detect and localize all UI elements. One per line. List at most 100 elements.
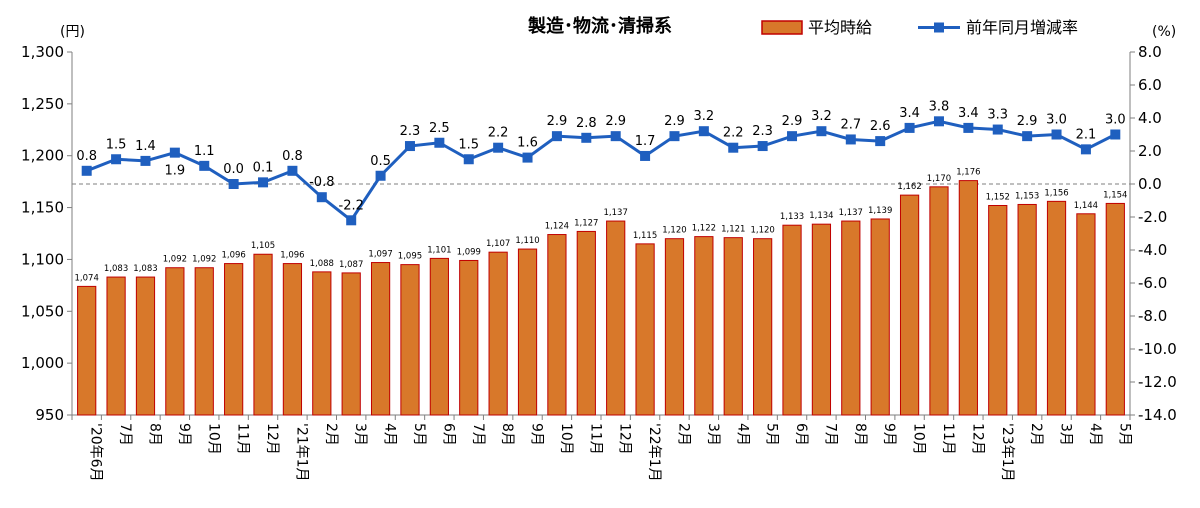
line-value-label: 2.8	[576, 116, 597, 131]
x-tick-label: 10月	[205, 423, 221, 455]
line-value-label: 2.2	[723, 126, 744, 141]
bar-value-label: 1,122	[692, 224, 716, 234]
line-point	[845, 134, 856, 145]
line-point	[933, 116, 944, 127]
bar	[400, 264, 420, 416]
x-tick-label: 2月	[675, 423, 691, 446]
x-tick-label: 3月	[352, 423, 368, 446]
line-point	[904, 122, 915, 133]
bar-value-label: 1,096	[280, 251, 304, 261]
right-tick-label: -6.0	[1138, 274, 1167, 292]
line-value-label: 3.2	[811, 109, 832, 124]
bars	[77, 180, 1125, 416]
bar	[870, 218, 890, 416]
bar-value-label: 1,092	[163, 255, 187, 265]
bar-value-label: 1,101	[427, 245, 451, 255]
line-value-label: 3.0	[1105, 113, 1126, 128]
x-tick-label: '20年6月	[88, 423, 104, 482]
bar	[370, 262, 391, 416]
line-point	[816, 126, 827, 137]
right-tick-label: -2.0	[1138, 208, 1167, 226]
bar-value-label: 1,144	[1074, 201, 1098, 211]
bar-value-label: 1,083	[133, 264, 157, 274]
line-point	[787, 131, 798, 142]
bar-value-label: 1,137	[839, 208, 863, 218]
legend-line-marker	[934, 22, 944, 33]
bar	[782, 224, 802, 416]
bar	[694, 236, 714, 416]
right-tick-label: -4.0	[1138, 241, 1167, 259]
x-tick-label: 4月	[382, 423, 398, 446]
x-tick-label: 2月	[1028, 423, 1044, 446]
line-point	[287, 165, 298, 176]
x-tick-label: '22年1月	[646, 423, 662, 482]
line-point	[551, 131, 562, 142]
bar-value-label: 1,105	[251, 241, 275, 251]
bar	[459, 259, 479, 416]
x-tick-label: 6月	[440, 423, 456, 446]
x-tick-label: 4月	[734, 423, 750, 446]
bar	[606, 220, 626, 416]
bar-value-label: 1,074	[75, 273, 99, 283]
right-tick-label: 2.0	[1138, 142, 1162, 160]
line-point	[169, 147, 180, 158]
bar	[841, 220, 861, 416]
bar-value-label: 1,092	[192, 255, 216, 265]
x-tick-label: 5月	[411, 423, 427, 446]
bar	[929, 186, 949, 416]
line-point	[140, 155, 151, 166]
x-tick-label: 8月	[852, 423, 868, 446]
line-value-label: 2.9	[782, 114, 803, 129]
line-point	[1080, 144, 1091, 155]
bar	[1105, 202, 1125, 416]
bar-value-label: 1,137	[604, 208, 628, 218]
right-tick-label: -8.0	[1138, 307, 1167, 325]
bar	[1076, 213, 1096, 416]
line-point	[404, 141, 415, 152]
right-tick-label: 6.0	[1138, 76, 1162, 94]
line-point	[698, 126, 709, 137]
bar	[106, 276, 126, 416]
bar-value-label: 1,088	[310, 259, 334, 269]
axes: 950 1,000 1,050 1,100 1,150 1,200 1,250 1,300 -1…	[21, 43, 1177, 482]
line-value-label: 0.0	[223, 162, 244, 177]
line-point	[992, 124, 1003, 135]
data-labels: 1,074 1,083 1,083 1,092 1,092 1,096 1,105 1,096…	[75, 99, 1128, 283]
right-tick-label: 0.0	[1138, 175, 1162, 193]
right-tick-label: -12.0	[1138, 373, 1177, 391]
x-tick-label: 9月	[881, 423, 897, 446]
x-tick-label: 6月	[793, 423, 809, 446]
left-tick-label: 1,050	[21, 302, 64, 320]
bar	[341, 272, 361, 416]
line-value-label: 1.7	[635, 134, 656, 149]
legend: 平均時給 前年同月増減率	[761, 18, 1078, 37]
x-tick-label: 5月	[764, 423, 780, 446]
line-point	[728, 142, 739, 153]
line-value-label: 3.3	[987, 108, 1008, 123]
line-value-label: -2.2	[339, 198, 364, 213]
line-value-label: 1.1	[194, 144, 215, 159]
bar	[1046, 200, 1067, 416]
bar	[753, 238, 773, 416]
right-tick-label: -10.0	[1138, 340, 1177, 358]
line-value-label: 2.9	[547, 114, 568, 129]
line-value-label: 2.5	[429, 121, 450, 136]
bar	[253, 253, 273, 416]
x-tick-label: 12月	[969, 423, 985, 455]
bar-value-label: 1,124	[545, 222, 569, 232]
bar-value-label: 1,152	[986, 192, 1010, 202]
x-tick-label: 3月	[1058, 423, 1074, 446]
line-value-label: 2.2	[488, 126, 509, 141]
line-value-label: 3.8	[929, 99, 950, 114]
line-point	[581, 132, 592, 143]
line-layer	[81, 116, 1121, 226]
bar-value-label: 1,176	[956, 168, 980, 178]
line-point	[375, 170, 386, 181]
line-point	[1110, 129, 1121, 140]
x-tick-label: 9月	[529, 423, 545, 446]
line-point	[875, 136, 886, 147]
x-tick-label: 11月	[587, 423, 603, 455]
bar-value-label: 1,097	[368, 250, 392, 260]
